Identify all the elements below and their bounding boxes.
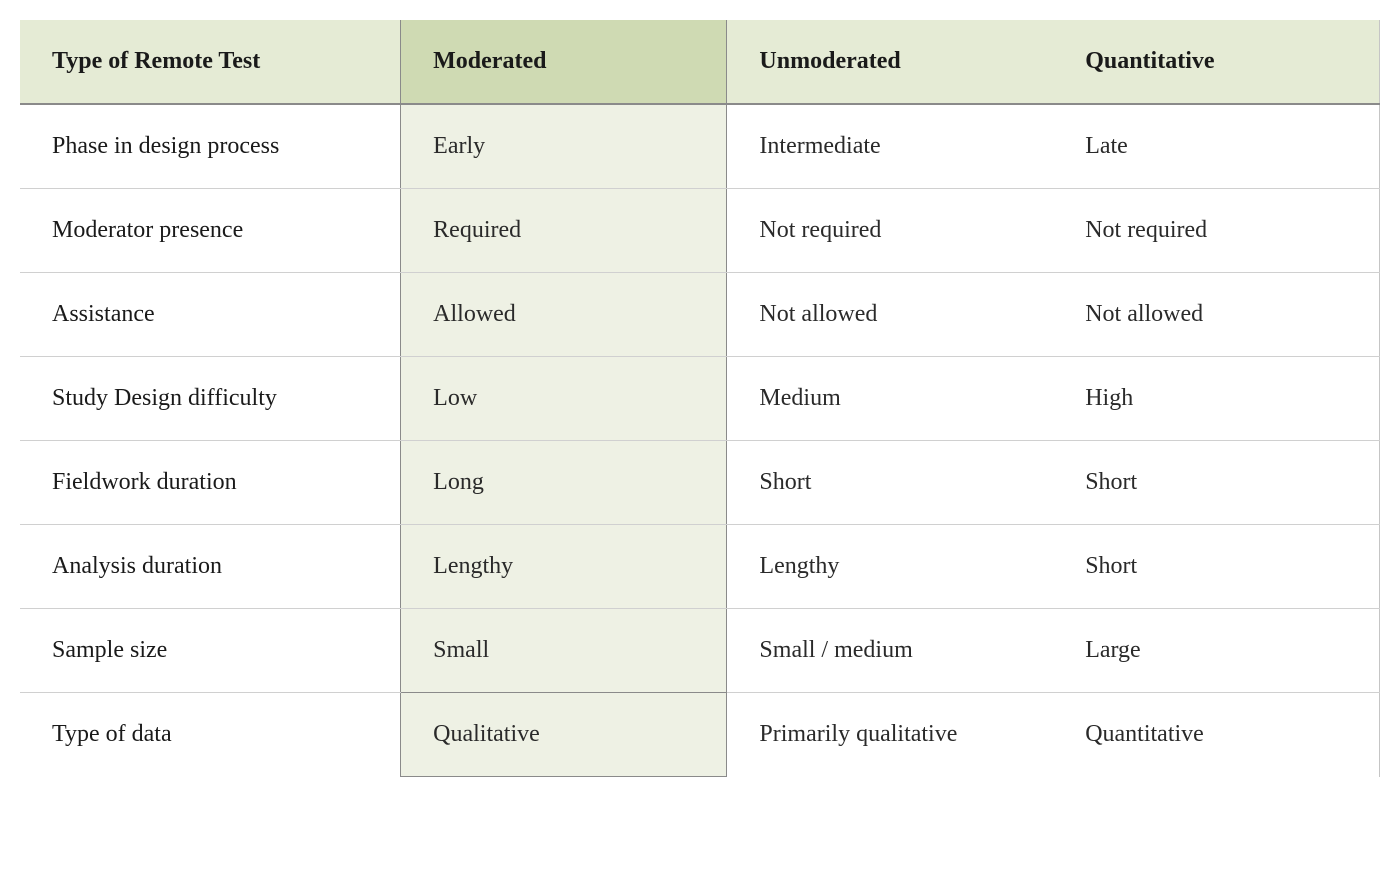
cell-sample-size-unmoderated: Small / medium [727, 609, 1053, 693]
row-label-assistance: Assistance [20, 273, 401, 357]
header-type-of-test: Type of Remote Test [20, 20, 401, 104]
cell-moderator-presence-quantitative: Not required [1053, 189, 1379, 273]
cell-phase-quantitative: Late [1053, 104, 1379, 189]
table-header-row: Type of Remote Test Moderated Unmoderate… [20, 20, 1380, 104]
table-row: Study Design difficulty Low Medium High [20, 357, 1380, 441]
header-moderated: Moderated [401, 20, 727, 104]
table-row: Assistance Allowed Not allowed Not allow… [20, 273, 1380, 357]
row-label-fieldwork-duration: Fieldwork duration [20, 441, 401, 525]
cell-analysis-duration-quantitative: Short [1053, 525, 1379, 609]
comparison-table-container: Type of Remote Test Moderated Unmoderate… [20, 20, 1380, 777]
row-label-type-of-data: Type of data [20, 693, 401, 777]
cell-type-of-data-unmoderated: Primarily qualitative [727, 693, 1053, 777]
cell-fieldwork-duration-moderated: Long [401, 441, 727, 525]
cell-type-of-data-moderated: Qualitative [401, 693, 727, 777]
cell-study-design-difficulty-quantitative: High [1053, 357, 1379, 441]
comparison-table: Type of Remote Test Moderated Unmoderate… [20, 20, 1380, 777]
cell-sample-size-moderated: Small [401, 609, 727, 693]
cell-assistance-moderated: Allowed [401, 273, 727, 357]
header-unmoderated: Unmoderated [727, 20, 1053, 104]
table-row: Sample size Small Small / medium Large [20, 609, 1380, 693]
cell-moderator-presence-unmoderated: Not required [727, 189, 1053, 273]
cell-phase-unmoderated: Intermediate [727, 104, 1053, 189]
table-row: Phase in design process Early Intermedia… [20, 104, 1380, 189]
row-label-sample-size: Sample size [20, 609, 401, 693]
row-label-analysis-duration: Analysis duration [20, 525, 401, 609]
cell-study-design-difficulty-moderated: Low [401, 357, 727, 441]
cell-fieldwork-duration-unmoderated: Short [727, 441, 1053, 525]
cell-phase-moderated: Early [401, 104, 727, 189]
table-row: Type of data Qualitative Primarily quali… [20, 693, 1380, 777]
table-row: Fieldwork duration Long Short Short [20, 441, 1380, 525]
row-label-phase: Phase in design process [20, 104, 401, 189]
header-quantitative: Quantitative [1053, 20, 1379, 104]
cell-sample-size-quantitative: Large [1053, 609, 1379, 693]
cell-analysis-duration-moderated: Lengthy [401, 525, 727, 609]
table-row: Moderator presence Required Not required… [20, 189, 1380, 273]
row-label-study-design-difficulty: Study Design difficulty [20, 357, 401, 441]
cell-moderator-presence-moderated: Required [401, 189, 727, 273]
cell-fieldwork-duration-quantitative: Short [1053, 441, 1379, 525]
cell-type-of-data-quantitative: Quantitative [1053, 693, 1379, 777]
cell-analysis-duration-unmoderated: Lengthy [727, 525, 1053, 609]
cell-assistance-unmoderated: Not allowed [727, 273, 1053, 357]
cell-study-design-difficulty-unmoderated: Medium [727, 357, 1053, 441]
row-label-moderator-presence: Moderator presence [20, 189, 401, 273]
cell-assistance-quantitative: Not allowed [1053, 273, 1379, 357]
table-row: Analysis duration Lengthy Lengthy Short [20, 525, 1380, 609]
